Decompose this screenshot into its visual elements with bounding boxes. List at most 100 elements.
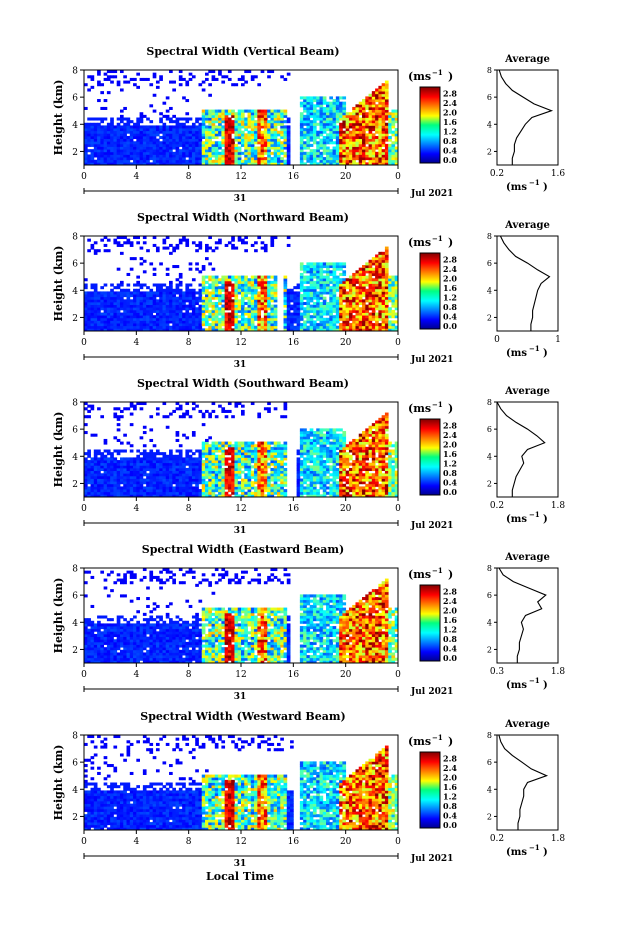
colorbar-tick-label: 1.2 bbox=[443, 293, 457, 303]
date-label: Jul 2021 bbox=[410, 521, 453, 531]
x-tick-label: 0 bbox=[81, 837, 87, 847]
average-x-tick-label: 1.8 bbox=[551, 501, 566, 511]
x-tick-label: 16 bbox=[288, 338, 300, 348]
colorbar-tick-label: 2.4 bbox=[443, 596, 457, 606]
colorbar-tick-label: 0.8 bbox=[443, 468, 457, 478]
y-tick-label: 4 bbox=[72, 786, 78, 796]
colorbar-unit-label: (ms bbox=[408, 735, 431, 748]
colorbar-tick-label: 2.4 bbox=[443, 430, 457, 440]
x-tick-label: 4 bbox=[133, 172, 139, 182]
day-label: 31 bbox=[234, 692, 247, 702]
average-unit-close: ) bbox=[543, 348, 548, 359]
x-tick-label: 4 bbox=[133, 504, 139, 514]
panel-2: Spectral Width (Northward Beam) Height (k… bbox=[52, 211, 561, 370]
day-label: 31 bbox=[234, 360, 247, 370]
x-tick-label: 8 bbox=[186, 338, 192, 348]
colorbar-unit-exponent: −1 bbox=[432, 400, 443, 409]
average-x-tick-label: 1.8 bbox=[551, 834, 566, 844]
average-unit-label: (ms bbox=[506, 847, 527, 858]
colorbar-tick-label: 2.8 bbox=[443, 421, 457, 431]
day-label: 31 bbox=[234, 194, 247, 204]
panel-3: Spectral Width (Southward Beam) Height (k… bbox=[52, 377, 565, 536]
average-y-tick-label: 2 bbox=[487, 479, 492, 488]
y-tick-label: 2 bbox=[72, 646, 78, 656]
y-tick-label: 6 bbox=[72, 592, 78, 602]
average-y-tick-label: 8 bbox=[487, 398, 492, 407]
average-profile-line bbox=[498, 734, 549, 830]
average-x-tick-label: 1.6 bbox=[551, 169, 566, 179]
average-profile-line bbox=[496, 401, 546, 497]
x-tick-label: 4 bbox=[133, 338, 139, 348]
average-x-tick-label: 0.2 bbox=[490, 501, 504, 511]
y-tick-label: 8 bbox=[72, 565, 78, 575]
average-y-tick-label: 4 bbox=[487, 452, 492, 461]
average-y-tick-label: 6 bbox=[487, 591, 492, 600]
heatmap-cells bbox=[84, 402, 399, 498]
colorbar-tick-label: 0.0 bbox=[443, 820, 457, 830]
y-tick-label: 2 bbox=[72, 314, 78, 324]
colorbar-tick-label: 0.0 bbox=[443, 653, 457, 663]
average-y-tick-label: 6 bbox=[487, 93, 492, 102]
x-tick-label: 16 bbox=[288, 670, 300, 680]
y-tick-label: 4 bbox=[72, 619, 78, 629]
average-y-tick-label: 6 bbox=[487, 425, 492, 434]
x-tick-label: 0 bbox=[81, 338, 87, 348]
colorbar-tick-label: 1.2 bbox=[443, 127, 457, 137]
y-axis-label: Height (km) bbox=[52, 745, 65, 821]
colorbar-tick-label: 2.4 bbox=[443, 763, 457, 773]
average-unit-close: ) bbox=[543, 514, 548, 525]
average-y-tick-label: 6 bbox=[487, 758, 492, 767]
date-label: Jul 2021 bbox=[410, 189, 453, 199]
x-tick-label: 8 bbox=[186, 172, 192, 182]
x-tick-label: 16 bbox=[288, 172, 300, 182]
average-profile-line bbox=[498, 69, 554, 165]
average-frame bbox=[496, 69, 559, 166]
average-unit-close: ) bbox=[543, 182, 548, 193]
average-title: Average bbox=[504, 719, 550, 730]
average-x-tick-label: 0 bbox=[494, 335, 500, 345]
colorbar-tick-label: 1.2 bbox=[443, 792, 457, 802]
colorbar-tick-label: 1.6 bbox=[443, 449, 457, 459]
x-tick-label: 0 bbox=[81, 670, 87, 680]
date-label: Jul 2021 bbox=[410, 355, 453, 365]
colorbar-tick-label: 2.8 bbox=[443, 89, 457, 99]
average-profile-line bbox=[498, 567, 547, 663]
colorbar bbox=[419, 86, 441, 164]
colorbar-unit-close: ) bbox=[448, 402, 453, 415]
average-unit-exponent: −1 bbox=[529, 178, 540, 187]
colorbar-unit-close: ) bbox=[448, 236, 453, 249]
colorbar-unit-exponent: −1 bbox=[432, 68, 443, 77]
colorbar-tick-label: 0.4 bbox=[443, 644, 457, 654]
colorbar-tick-label: 0.4 bbox=[443, 146, 457, 156]
colorbar bbox=[419, 751, 441, 829]
x-tick-label: 12 bbox=[235, 338, 246, 348]
colorbar-tick-label: 2.4 bbox=[443, 264, 457, 274]
x-tick-label: 20 bbox=[340, 172, 352, 182]
x-tick-label: 12 bbox=[235, 504, 246, 514]
average-x-tick-label: 0.3 bbox=[490, 667, 505, 677]
average-x-tick-label: 1 bbox=[555, 335, 561, 345]
colorbar-tick-label: 2.8 bbox=[443, 255, 457, 265]
average-unit-exponent: −1 bbox=[529, 676, 540, 685]
y-tick-label: 6 bbox=[72, 260, 78, 270]
average-x-tick-label: 0.2 bbox=[490, 834, 504, 844]
y-axis-label: Height (km) bbox=[52, 246, 65, 322]
average-unit-exponent: −1 bbox=[529, 843, 540, 852]
colorbar-unit-close: ) bbox=[448, 568, 453, 581]
colorbar-unit-label: (ms bbox=[408, 568, 431, 581]
colorbar-tick-label: 0.0 bbox=[443, 155, 457, 165]
average-unit-label: (ms bbox=[506, 348, 527, 359]
x-tick-label: 0 bbox=[81, 172, 87, 182]
y-axis-label: Height (km) bbox=[52, 412, 65, 488]
panel-1: Spectral Width (Vertical Beam) Height (km… bbox=[52, 45, 565, 204]
colorbar bbox=[419, 584, 441, 662]
y-tick-label: 2 bbox=[72, 148, 78, 158]
colorbar-tick-label: 1.6 bbox=[443, 117, 457, 127]
colorbar-tick-label: 2.0 bbox=[443, 440, 457, 450]
colorbar bbox=[419, 418, 441, 496]
colorbar-tick-label: 0.0 bbox=[443, 321, 457, 331]
average-y-tick-label: 8 bbox=[487, 66, 492, 75]
panel-title: Spectral Width (Eastward Beam) bbox=[142, 543, 344, 556]
x-tick-label: 16 bbox=[288, 837, 300, 847]
